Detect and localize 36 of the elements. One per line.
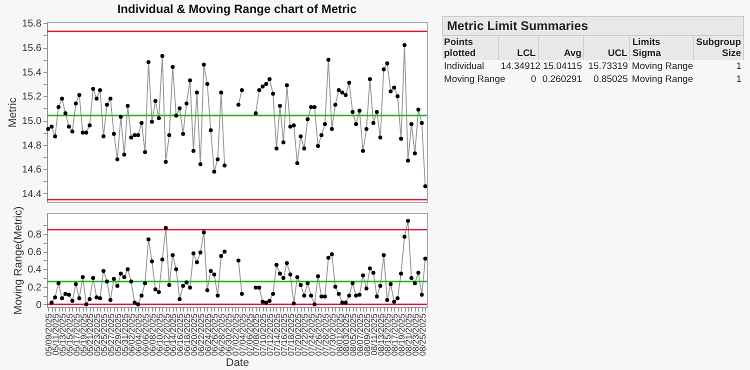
y-tick-label: 14.6 [22, 164, 42, 176]
y-tick-label: 15.6 [22, 43, 42, 54]
text: LCL [498, 36, 538, 60]
text: Points plotted [442, 36, 499, 60]
x-axis-title: Date [226, 357, 250, 370]
chart-title: Individual & Moving Range chart of Metric [117, 2, 357, 16]
y-axis-title: Moving Range(Metric) [12, 206, 25, 315]
text: Moving Range [630, 60, 694, 73]
text: Individual [443, 60, 486, 73]
text: 15.04115 [543, 61, 582, 72]
text: 0.85025 [592, 73, 629, 86]
y-tick-label: 0.8 [28, 230, 42, 241]
y-tick-label: 14.8 [22, 140, 42, 152]
y-tick-label: 14.4 [22, 188, 42, 200]
y-tick-label: 0.2 [28, 282, 42, 294]
text: Limits Sigma [630, 36, 694, 60]
text: Metric Limit Summaries [442, 16, 744, 36]
text: Moving Range [630, 73, 694, 86]
text: Avg [538, 36, 584, 60]
text: 14.34912 [500, 60, 540, 73]
text: 1 [735, 60, 742, 73]
y-tick-label: 0.4 [28, 264, 42, 276]
y-tick-label: 15.8 [22, 18, 42, 30]
y-axis-title: Metric [7, 97, 20, 128]
y-tick-label: 0.6 [28, 247, 42, 258]
y-tick-label: 15.2 [22, 92, 42, 103]
text: UCL [584, 36, 630, 60]
y-tick-label: 0 [36, 300, 42, 311]
text: 15.73319 [587, 60, 629, 73]
y-tick-label: 15.4 [22, 67, 42, 78]
text: 1 [735, 73, 742, 86]
text: 0.260291 [541, 73, 583, 86]
y-tick-label: 15.0 [22, 116, 42, 128]
text: Moving Range [443, 73, 506, 86]
text: Subgroup Size [693, 36, 744, 60]
text: 0 [530, 74, 536, 85]
